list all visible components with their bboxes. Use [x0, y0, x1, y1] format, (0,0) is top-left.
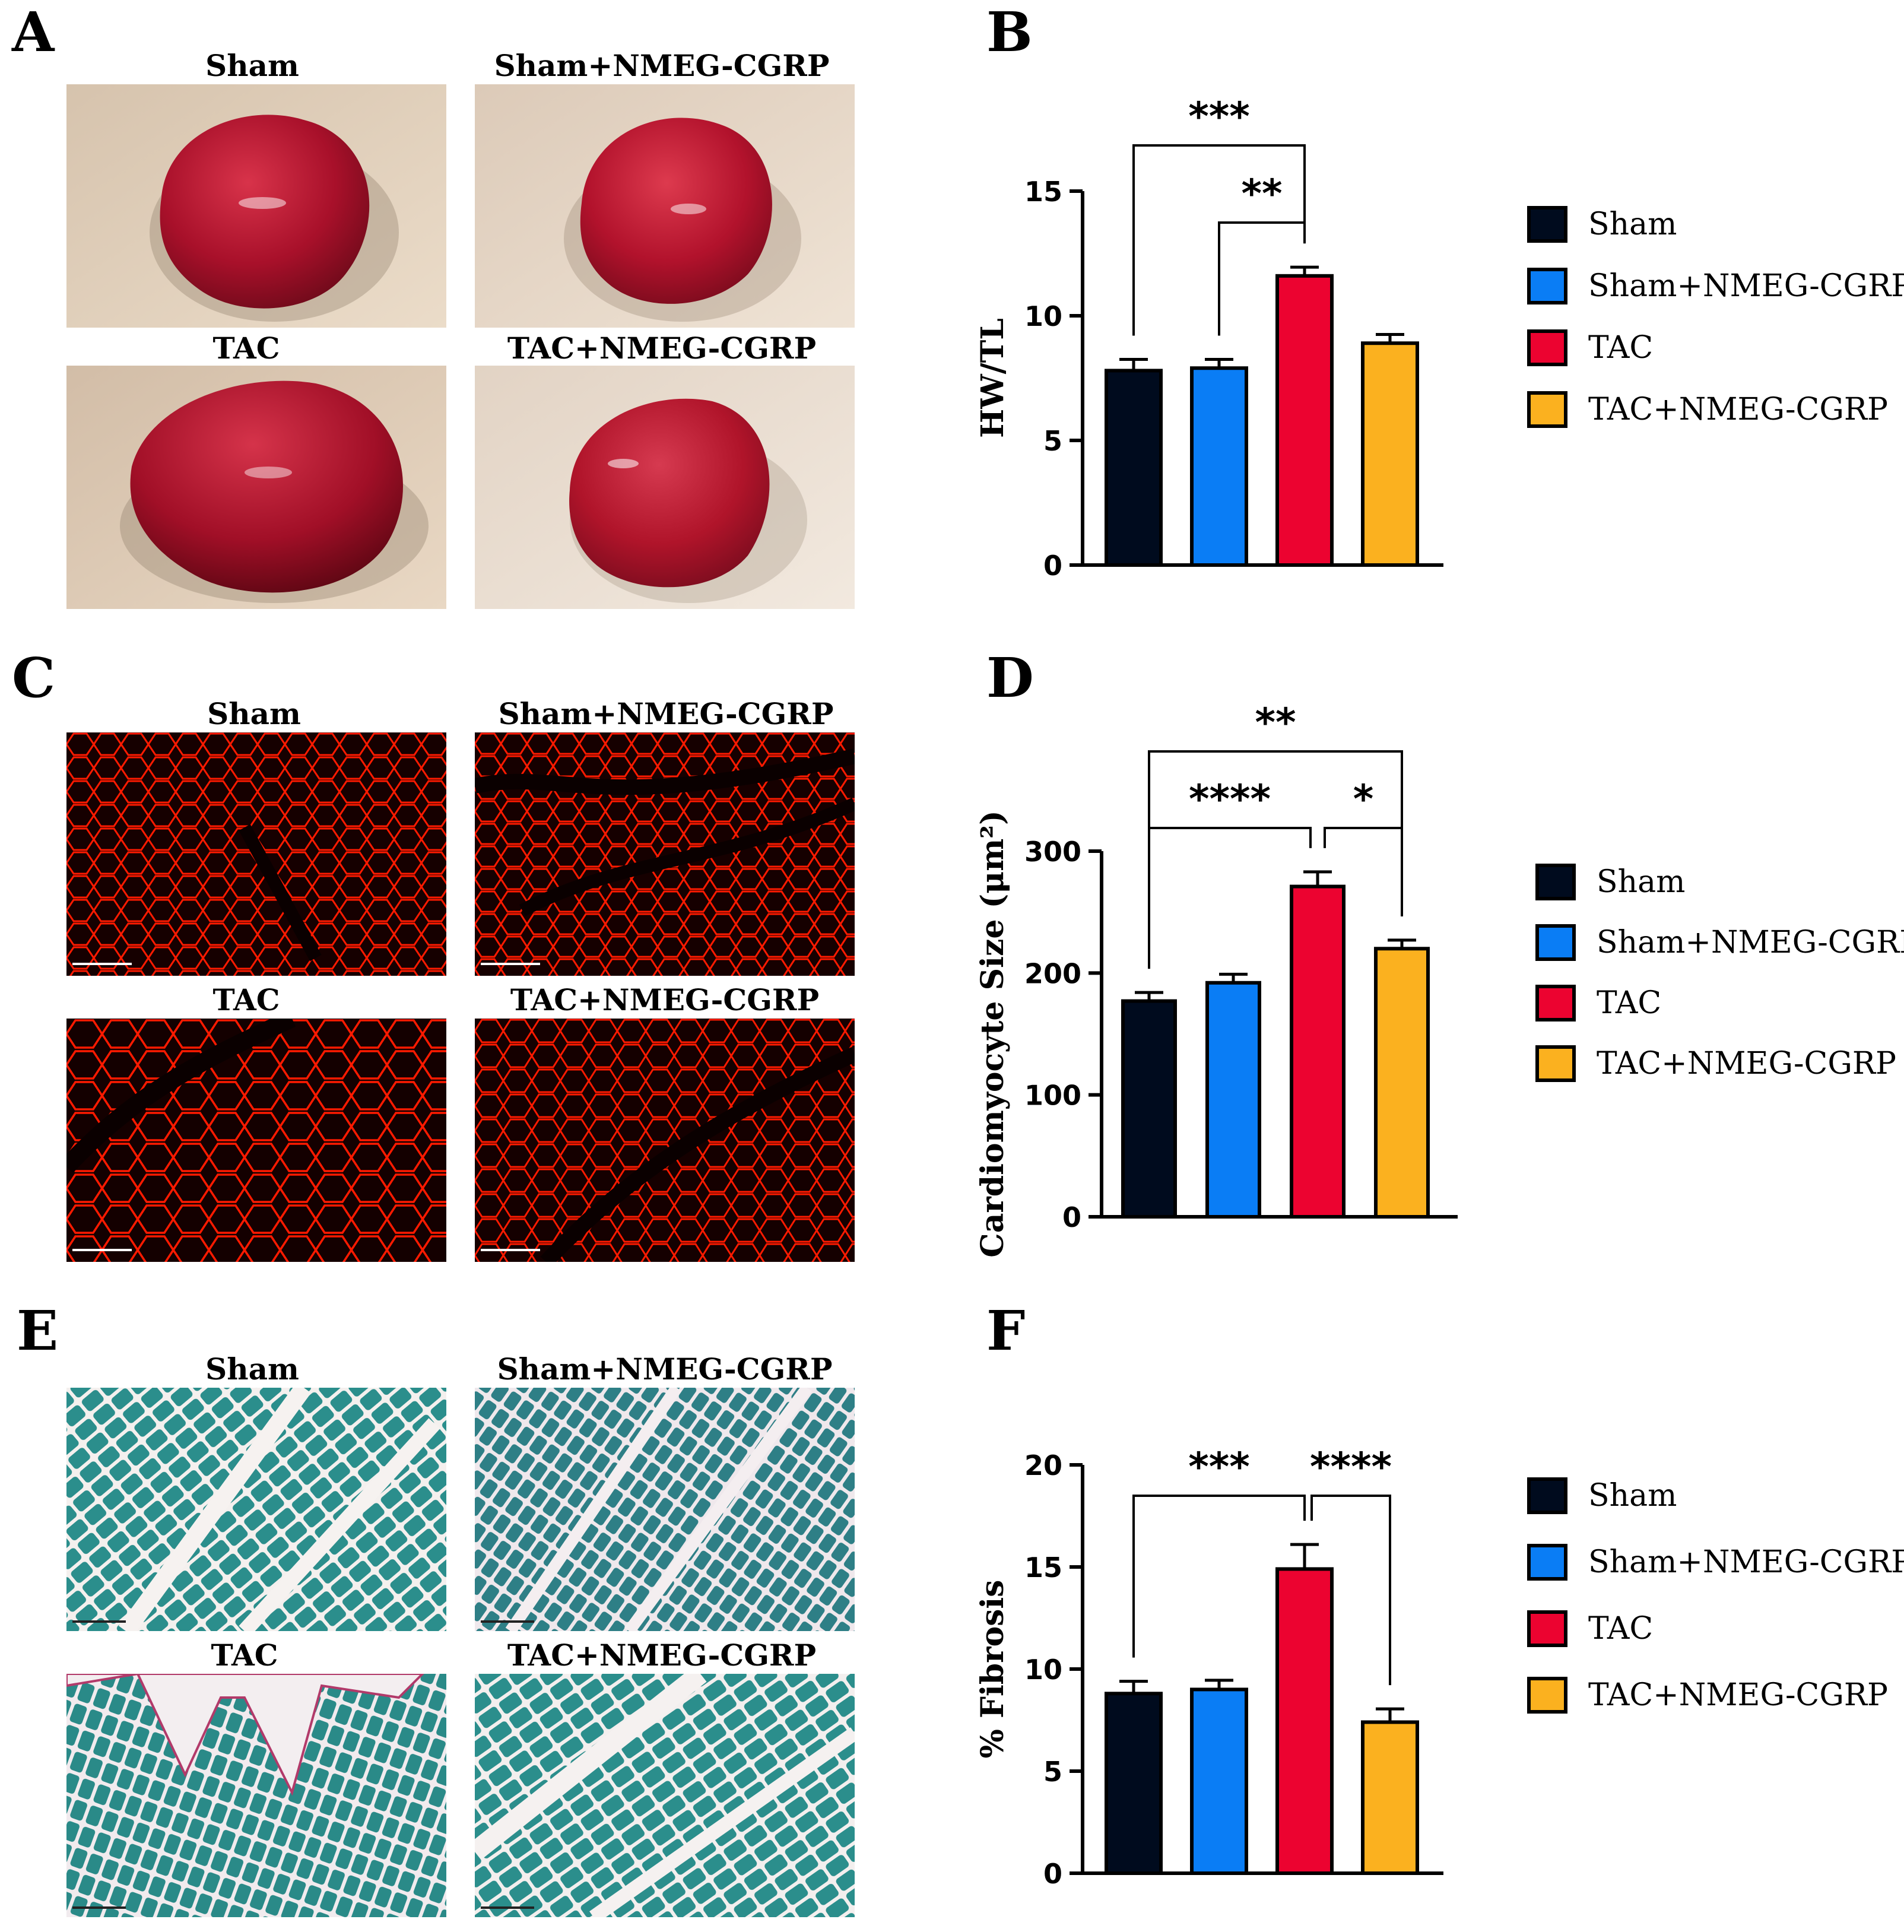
chart-f-sig-bracket-1 — [1310, 1495, 1391, 1686]
heart-photo-sham — [66, 84, 446, 328]
panel-c-title-tac: TAC — [212, 982, 280, 1017]
chart-b-ytick-label: 0 — [1043, 550, 1062, 582]
chart-d-sig-bracket-2 — [1324, 827, 1403, 916]
chart-b-legend-swatch-3 — [1527, 391, 1567, 428]
heart-photo-tac-nmeg — [475, 366, 855, 609]
chart-d-bar-3 — [1374, 947, 1430, 1219]
chart-d-bar-2 — [1290, 884, 1346, 1219]
chart-b-ytick-label: 15 — [1024, 176, 1062, 208]
chart-d-legend-label-1: Sham+NMEG-CGRP — [1597, 925, 1904, 960]
panel-letter-f: F — [986, 1299, 1026, 1363]
chart-d-sig-label-0: ** — [1255, 700, 1296, 745]
chart-d-ytick-label: 100 — [1024, 1080, 1081, 1112]
chart-d-sig-label-1: **** — [1189, 776, 1271, 822]
chart-b-sig-label-1: ** — [1241, 171, 1282, 217]
chart-f-bar-3 — [1361, 1720, 1419, 1875]
chart-f-ytick-label: 15 — [1024, 1552, 1062, 1584]
chart-d-legend-label-2: TAC — [1597, 985, 1661, 1021]
panel-a-title-sham: Sham — [205, 48, 299, 83]
chart-f-ytick-label: 10 — [1024, 1654, 1062, 1686]
chart-f-ylabel: % Fibrosis — [975, 1580, 1011, 1759]
heart-photo-sham-nmeg — [475, 84, 855, 328]
chart-b-legend-swatch-1 — [1527, 268, 1567, 304]
chart-d-legend-swatch-1 — [1535, 924, 1576, 961]
panel-a-title-tac-nmeg: TAC+NMEG-CGRP — [507, 331, 817, 366]
chart-f-bar-2 — [1275, 1567, 1334, 1875]
panel-e-title-tac-nmeg: TAC+NMEG-CGRP — [507, 1638, 817, 1673]
panel-e-title-tac: TAC — [211, 1638, 278, 1673]
chart-f-legend-label-3: TAC+NMEG-CGRP — [1588, 1677, 1888, 1713]
panel-c-title-sham: Sham — [207, 696, 301, 731]
panel-a-title-tac: TAC — [212, 331, 280, 366]
chart-d-bar-0 — [1121, 999, 1177, 1219]
chart-d-legend-label-0: Sham — [1597, 864, 1685, 900]
chart-d-sig-label-2: * — [1353, 776, 1374, 822]
wga-stain-sham-nmeg — [475, 732, 855, 976]
panel-letter-e: E — [17, 1299, 59, 1363]
chart-b-ytick-label: 5 — [1043, 425, 1062, 457]
chart-b-legend-label-2: TAC — [1588, 330, 1653, 366]
chart-f-ytick-label: 0 — [1043, 1858, 1062, 1890]
panel-e-title-sham: Sham — [205, 1352, 299, 1387]
chart-d-sig-bracket-1 — [1148, 827, 1312, 969]
panel-c-title-sham-nmeg: Sham+NMEG-CGRP — [498, 696, 834, 731]
panel-e-title-sham-nmeg: Sham+NMEG-CGRP — [497, 1352, 833, 1387]
panel-letter-d: D — [986, 646, 1034, 710]
chart-d-legend-swatch-2 — [1535, 985, 1576, 1021]
panel-letter-c: C — [12, 646, 56, 710]
panel-c-title-tac-nmeg: TAC+NMEG-CGRP — [510, 982, 820, 1017]
chart-d-legend-label-3: TAC+NMEG-CGRP — [1597, 1046, 1896, 1081]
heart-photo-tac — [66, 366, 446, 609]
chart-f-sig-label-1: **** — [1310, 1444, 1392, 1490]
chart-d-ytick-label: 300 — [1024, 836, 1081, 868]
chart-b-ylabel: HW/TL — [975, 318, 1011, 438]
wga-stain-sham — [66, 732, 446, 976]
fibrosis-stain-sham — [66, 1388, 446, 1631]
fibrosis-stain-tac-nmeg — [475, 1674, 855, 1917]
chart-b-sig-bracket-1 — [1218, 221, 1306, 336]
chart-b-bar-3 — [1361, 341, 1419, 567]
wga-stain-tac — [66, 1019, 446, 1262]
chart-d-ytick-label: 0 — [1062, 1201, 1081, 1233]
chart-b-ytick-label: 10 — [1024, 300, 1062, 332]
chart-f-legend-swatch-3 — [1527, 1677, 1567, 1714]
chart-f-legend-label-0: Sham — [1588, 1478, 1677, 1514]
chart-b-bar-2 — [1275, 274, 1334, 567]
fibrosis-stain-sham-nmeg — [475, 1388, 855, 1631]
chart-b-legend-swatch-2 — [1527, 329, 1567, 366]
chart-f-legend-swatch-2 — [1527, 1610, 1567, 1647]
wga-stain-tac-nmeg — [475, 1019, 855, 1262]
chart-d-ytick-label: 200 — [1024, 957, 1081, 989]
chart-f-sig-bracket-0 — [1132, 1495, 1306, 1658]
chart-d-legend-swatch-3 — [1535, 1045, 1576, 1082]
chart-f-legend-swatch-1 — [1527, 1544, 1567, 1581]
chart-b-sig-bracket-0 — [1132, 144, 1306, 336]
chart-f-legend-swatch-0 — [1527, 1477, 1567, 1514]
chart-f-legend-label-1: Sham+NMEG-CGRP — [1588, 1544, 1904, 1580]
chart-b-sig-label-0: *** — [1188, 94, 1250, 139]
chart-b-bar-1 — [1190, 366, 1248, 567]
chart-f-bar-0 — [1105, 1692, 1163, 1876]
chart-d-ylabel: Cardiomyocyte Size (μm²) — [975, 810, 1011, 1257]
chart-f-ytick-label: 20 — [1024, 1449, 1062, 1481]
chart-f-bar-1 — [1190, 1687, 1248, 1875]
chart-b-legend-label-1: Sham+NMEG-CGRP — [1588, 268, 1904, 304]
chart-f-legend-label-2: TAC — [1588, 1611, 1653, 1647]
panel-letter-a: A — [12, 0, 55, 64]
chart-b-legend-swatch-0 — [1527, 206, 1567, 243]
fibrosis-stain-tac — [66, 1674, 446, 1917]
chart-f-ytick-label: 5 — [1043, 1756, 1062, 1788]
chart-b-legend-label-3: TAC+NMEG-CGRP — [1588, 392, 1888, 427]
chart-f-sig-label-0: *** — [1188, 1444, 1250, 1490]
chart-b-legend-label-0: Sham — [1588, 207, 1677, 242]
panel-letter-b: B — [986, 0, 1033, 64]
chart-d-bar-1 — [1205, 981, 1261, 1219]
chart-b-bar-0 — [1105, 369, 1163, 567]
chart-d-legend-swatch-0 — [1535, 864, 1576, 900]
panel-a-title-sham-nmeg: Sham+NMEG-CGRP — [494, 48, 830, 83]
